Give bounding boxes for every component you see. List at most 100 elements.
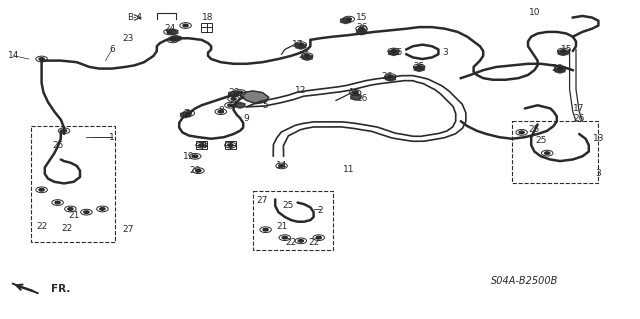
Circle shape [298,240,303,242]
Circle shape [84,211,89,213]
Bar [201,23,212,32]
Circle shape [305,55,310,57]
Circle shape [199,144,204,146]
Circle shape [417,66,422,68]
Text: 24: 24 [164,24,175,33]
Polygon shape [296,43,306,49]
Circle shape [359,27,364,30]
Text: 2: 2 [317,206,323,215]
Text: 19: 19 [183,152,195,161]
Text: FR.: FR. [51,284,70,294]
Text: 27: 27 [122,225,134,234]
Bar [512,121,598,183]
Polygon shape [555,67,565,73]
Bar [225,142,236,149]
Text: 15: 15 [561,45,572,54]
Polygon shape [171,35,181,41]
Polygon shape [351,94,361,100]
Polygon shape [235,102,245,108]
Text: 11: 11 [343,165,355,174]
Circle shape [39,58,44,60]
Circle shape [170,39,175,41]
Polygon shape [558,50,568,56]
Text: S04A-B2500B: S04A-B2500B [491,276,559,286]
Circle shape [561,50,566,52]
Text: 23: 23 [122,34,134,43]
Polygon shape [240,91,269,104]
Circle shape [279,165,284,167]
Text: 26: 26 [356,94,367,103]
Bar [31,126,115,242]
Circle shape [388,75,393,78]
Text: 25: 25 [413,63,425,71]
Circle shape [68,208,73,210]
Circle shape [557,67,563,70]
Text: 13: 13 [593,134,604,143]
Text: 6: 6 [109,45,115,54]
Polygon shape [385,75,396,81]
Text: 17: 17 [573,104,585,113]
Circle shape [228,104,233,107]
Polygon shape [388,50,399,56]
Circle shape [545,152,550,154]
Circle shape [263,228,268,231]
Text: 26: 26 [298,51,310,60]
Circle shape [237,91,243,94]
Text: 7: 7 [183,109,188,118]
Text: 16: 16 [349,88,361,97]
Text: 17: 17 [292,40,303,49]
Text: 1: 1 [109,133,115,142]
Text: 9: 9 [244,114,249,122]
Text: 22: 22 [285,238,297,247]
Text: 25: 25 [535,136,547,145]
Circle shape [218,110,223,113]
Text: 26: 26 [551,64,563,73]
Bar [253,191,333,250]
Text: 22: 22 [36,222,47,231]
Text: 3: 3 [442,48,447,57]
Polygon shape [340,18,351,24]
Polygon shape [168,29,178,35]
Circle shape [346,18,351,20]
Polygon shape [356,29,367,35]
Polygon shape [228,91,239,97]
Text: 14: 14 [8,51,20,60]
Circle shape [186,112,191,115]
Circle shape [316,236,321,239]
Circle shape [298,43,303,46]
Polygon shape [12,283,38,293]
Text: B-4: B-4 [127,13,142,22]
Circle shape [228,144,233,146]
Text: 15: 15 [356,13,367,22]
Text: 10: 10 [529,8,540,17]
Text: 24: 24 [196,141,207,150]
Circle shape [100,208,105,210]
Circle shape [39,189,44,191]
Text: 20: 20 [189,166,201,175]
Circle shape [167,31,172,33]
Text: 26: 26 [381,72,393,81]
Circle shape [196,169,201,172]
Text: 27: 27 [257,197,268,205]
Circle shape [183,24,188,27]
Bar [196,142,207,149]
Text: 22: 22 [308,238,319,247]
Text: 26: 26 [356,23,367,32]
Text: 21: 21 [68,211,79,220]
Text: 25: 25 [391,48,403,57]
Polygon shape [180,112,191,118]
Text: 3: 3 [596,169,601,178]
Text: 25: 25 [529,125,540,134]
Text: 18: 18 [202,13,214,22]
Circle shape [193,155,198,158]
Text: 8: 8 [218,106,223,115]
Text: 28: 28 [228,88,239,97]
Text: 12: 12 [295,86,307,95]
Polygon shape [302,55,312,60]
Text: 22: 22 [61,224,73,233]
Text: 21: 21 [276,222,287,231]
Circle shape [391,50,396,52]
Circle shape [61,130,67,132]
Text: 5: 5 [263,101,268,110]
Circle shape [231,98,236,100]
